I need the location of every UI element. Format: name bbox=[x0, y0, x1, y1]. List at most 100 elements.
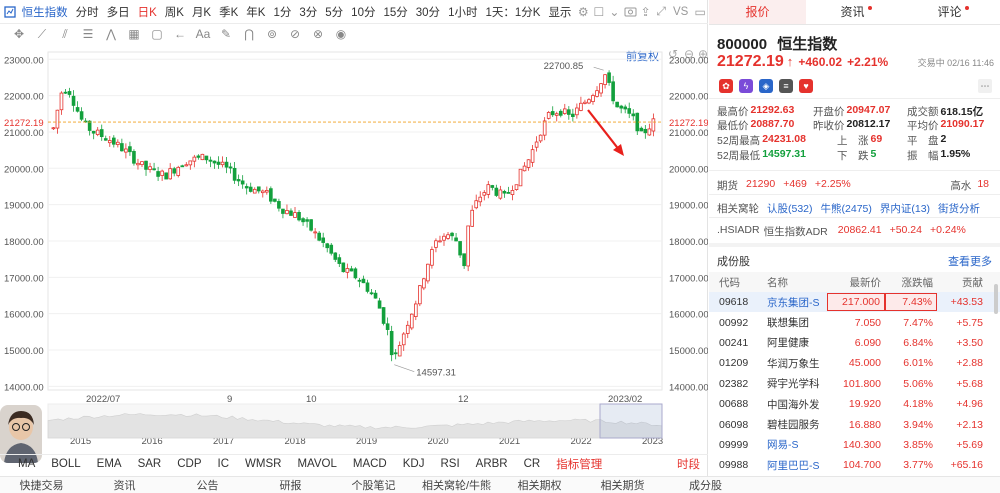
table-row[interactable]: 00688 中国海外发 19.920 4.18% +4.96 bbox=[709, 394, 1000, 414]
bottom-tab[interactable]: 研报 bbox=[279, 480, 302, 492]
period-tab[interactable]: 季K bbox=[219, 6, 239, 19]
scrollbar[interactable] bbox=[994, 284, 998, 314]
reset-icon[interactable]: ↺ bbox=[668, 47, 679, 61]
table-row[interactable]: 00992 联想集团 7.050 7.47% +5.75 bbox=[709, 312, 1000, 332]
related-warrant-link[interactable]: 认股(532) bbox=[767, 203, 813, 215]
ratio-select[interactable]: 1天：1分K bbox=[485, 6, 541, 19]
related-warrant-link[interactable]: 界内证(13) bbox=[879, 203, 931, 215]
period-tab[interactable]: 周K bbox=[164, 6, 184, 19]
hk-flag-icon[interactable]: ✿ bbox=[719, 79, 733, 93]
column-header[interactable]: 代码 bbox=[719, 276, 740, 289]
zoom-in-icon[interactable]: ⊕ bbox=[698, 47, 709, 61]
cell-name[interactable]: 阿里巴巴-S bbox=[767, 459, 820, 472]
zoom-out-icon[interactable]: ⊖ bbox=[684, 47, 695, 61]
alert-icon[interactable]: ϟ bbox=[739, 79, 753, 93]
index-name[interactable]: 恒生指数 bbox=[21, 6, 68, 19]
table-row[interactable]: 09618 京东集团-S 217.000 7.43% +43.53 bbox=[709, 292, 1000, 313]
grid-tool-icon[interactable]: ▦ bbox=[128, 27, 140, 41]
indicator-item[interactable]: MAVOL bbox=[297, 457, 337, 470]
more-icon[interactable]: ⋯ bbox=[978, 79, 992, 93]
adr-row[interactable]: .HSIADR 恒生指数ADR 20862.41 +50.24 +0.24% bbox=[717, 224, 999, 239]
delete-icon[interactable]: ⊗ bbox=[312, 27, 324, 41]
period-tab[interactable]: 30分 bbox=[415, 6, 441, 19]
tag-icon[interactable]: ◈ bbox=[759, 79, 773, 93]
channel-tool-icon[interactable]: ⫽ bbox=[62, 26, 68, 41]
overview-window[interactable] bbox=[599, 403, 663, 439]
hide-icon[interactable]: ⊘ bbox=[289, 27, 301, 41]
quote-tab[interactable]: 评论 bbox=[903, 0, 1000, 24]
line-tool-icon[interactable]: ⟋ bbox=[37, 26, 47, 41]
favorite-heart-icon[interactable]: ♥ bbox=[799, 79, 813, 93]
column-header[interactable]: 涨跌幅 bbox=[901, 276, 934, 289]
period-tab[interactable]: 3分 bbox=[299, 6, 318, 19]
period-tab[interactable]: 5分 bbox=[325, 6, 344, 19]
arrow-tool-icon[interactable]: ← bbox=[174, 27, 186, 41]
period-tab[interactable]: 10分 bbox=[351, 6, 376, 19]
period-tab[interactable]: 年K bbox=[246, 6, 266, 19]
table-row[interactable]: 01209 华润万象生 45.000 6.01% +2.88 bbox=[709, 353, 1000, 373]
indicator-item[interactable]: CDP bbox=[177, 457, 202, 470]
wave-tool-icon[interactable]: ⋀ bbox=[106, 27, 116, 41]
period-tab[interactable]: 1分 bbox=[273, 6, 292, 19]
period-tab[interactable]: 分时 bbox=[75, 6, 99, 19]
bottom-tab[interactable]: 相关期货 bbox=[600, 480, 645, 492]
share-icon[interactable]: ⇪ bbox=[640, 4, 651, 19]
compare-vs-button[interactable]: VS bbox=[673, 5, 689, 18]
bottom-tab[interactable]: 个股笔记 bbox=[351, 480, 396, 492]
eye-icon[interactable]: ◉ bbox=[335, 27, 347, 41]
adjust-mode-button[interactable]: 前复权 bbox=[626, 51, 659, 63]
column-header[interactable]: 贡献 bbox=[962, 276, 983, 289]
indicator-manage-button[interactable]: 指标管理 bbox=[556, 458, 603, 471]
view-more-link[interactable]: 查看更多 bbox=[948, 256, 992, 268]
period-tab[interactable]: 15分 bbox=[383, 6, 408, 19]
fibonacci-tool-icon[interactable]: ☰ bbox=[82, 27, 94, 41]
column-header[interactable]: 最新价 bbox=[849, 276, 882, 289]
gear-icon[interactable]: ⚙ bbox=[577, 4, 589, 19]
quote-tab[interactable]: 报价 bbox=[709, 0, 806, 24]
indicator-item[interactable]: MACD bbox=[352, 457, 387, 470]
cell-name[interactable]: 京东集团-S bbox=[767, 296, 820, 309]
period-tab[interactable]: 月K bbox=[191, 6, 212, 19]
bottom-tab[interactable]: 资讯 bbox=[113, 480, 136, 492]
kline-chart[interactable]: 23000.00 23000.00 22000.00 22000.00 21000.00… bbox=[0, 44, 708, 454]
rect-tool-icon[interactable]: ▢ bbox=[151, 27, 163, 41]
camera-icon[interactable] bbox=[623, 3, 637, 21]
column-header[interactable]: 名称 bbox=[767, 276, 788, 289]
bottom-tab[interactable]: 成分股 bbox=[689, 480, 722, 492]
indicator-item[interactable]: MA bbox=[18, 457, 36, 470]
related-warrant-link[interactable]: 街货分析 bbox=[938, 203, 981, 215]
checkbox-icon[interactable]: ☐ bbox=[593, 4, 605, 19]
period-tab[interactable]: 多日 bbox=[106, 6, 130, 19]
quote-tab[interactable]: 资讯 bbox=[806, 0, 903, 24]
cursor-cross-icon[interactable]: ✥ bbox=[13, 27, 25, 41]
text-tool-icon[interactable]: Aa bbox=[195, 27, 211, 41]
bottom-tab[interactable]: 相关期权 bbox=[517, 480, 562, 492]
table-row[interactable]: 09999 网易-S 140.300 3.85% +5.69 bbox=[709, 435, 1000, 455]
chevron-down-icon[interactable]: ⌄ bbox=[609, 4, 620, 19]
fullscreen-icon[interactable]: ⤢ bbox=[656, 4, 666, 18]
indicator-item[interactable]: KDJ bbox=[402, 457, 425, 470]
note-icon[interactable]: ≡ bbox=[779, 79, 793, 93]
period-tab[interactable]: 日K bbox=[137, 6, 157, 19]
indicator-item[interactable]: CR bbox=[523, 457, 541, 470]
cell-name[interactable]: 网易-S bbox=[767, 439, 799, 452]
bottom-tab[interactable]: 快捷交易 bbox=[19, 480, 64, 492]
display-menu[interactable]: 显示 bbox=[548, 6, 572, 19]
panel-toggle-icon[interactable]: ▭ bbox=[694, 4, 706, 19]
futures-row[interactable]: 期货 21290 +469 +2.25% 高水 18 bbox=[717, 178, 995, 193]
table-row[interactable]: 09988 阿里巴巴-S 104.700 3.77% +65.16 bbox=[709, 455, 1000, 475]
bottom-tab[interactable]: 公告 bbox=[196, 480, 219, 492]
brush-tool-icon[interactable]: ✎ bbox=[220, 27, 232, 41]
table-row[interactable]: 02382 舜宇光学科 101.800 5.06% +5.68 bbox=[709, 374, 1000, 394]
bottom-tab[interactable]: 相关窝轮/牛熊 bbox=[421, 480, 492, 492]
indicator-item[interactable]: BOLL bbox=[51, 457, 81, 470]
indicator-item[interactable]: RSI bbox=[440, 457, 460, 470]
period-tab[interactable]: 1小时 bbox=[448, 6, 478, 19]
indicator-item[interactable]: EMA bbox=[96, 457, 122, 470]
lock-icon[interactable]: ⊚ bbox=[266, 27, 278, 41]
avatar[interactable] bbox=[0, 405, 42, 463]
table-row[interactable]: 06098 碧桂园服务 16.880 3.94% +2.13 bbox=[709, 414, 1000, 434]
session-button[interactable]: 时段 bbox=[677, 458, 700, 471]
drawn-arrow[interactable] bbox=[587, 109, 621, 152]
magnet-icon[interactable]: ⋂ bbox=[244, 27, 254, 41]
